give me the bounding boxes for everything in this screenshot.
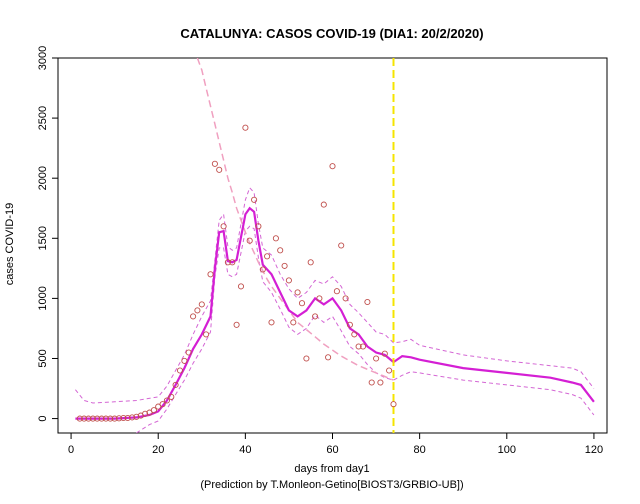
- y-tick-label: 500: [37, 349, 49, 367]
- data-point: [312, 313, 319, 320]
- data-point: [224, 259, 231, 266]
- data-point: [89, 415, 96, 422]
- data-point: [390, 401, 397, 408]
- y-tick-label: 0: [37, 416, 49, 422]
- data-point: [124, 414, 131, 422]
- data-point: [98, 415, 105, 422]
- x-tick-label: 80: [414, 444, 426, 456]
- data-point: [133, 413, 140, 420]
- x-tick-label: 40: [239, 444, 251, 456]
- data-point: [346, 321, 353, 328]
- data-point: [120, 414, 127, 422]
- data-point: [359, 343, 367, 350]
- fitted-line: [75, 206, 595, 420]
- data-point: [76, 415, 83, 422]
- data-point: [107, 415, 114, 422]
- data-point: [172, 381, 179, 388]
- data-point: [220, 223, 227, 230]
- data-layer: [75, 58, 595, 433]
- data-point: [268, 319, 275, 326]
- data-point: [194, 307, 201, 314]
- data-point: [285, 277, 292, 284]
- x-axis-sublabel: (Prediction by T.Monleon-Getino[BIOST3/G…: [200, 479, 463, 491]
- data-point: [251, 196, 258, 203]
- y-tick-label: 1500: [37, 226, 49, 250]
- data-point: [168, 393, 175, 400]
- data-point: [342, 295, 349, 302]
- data-point: [85, 415, 92, 422]
- data-point: [94, 415, 101, 422]
- data-point: [203, 331, 210, 338]
- y-tick-label: 2000: [37, 166, 49, 190]
- data-point: [142, 410, 149, 417]
- data-point: [381, 350, 388, 357]
- data-point: [333, 288, 340, 295]
- data-point: [264, 253, 271, 260]
- lower-band-line: [136, 225, 595, 433]
- data-point: [259, 266, 266, 273]
- data-point: [368, 379, 375, 386]
- data-point: [320, 201, 327, 208]
- x-tick-label: 100: [498, 444, 516, 456]
- data-point: [316, 295, 323, 302]
- data-point: [373, 355, 380, 362]
- data-point: [281, 262, 288, 269]
- plot-frame: [57, 57, 608, 434]
- x-axis-label: days from day1: [294, 463, 369, 475]
- data-point: [351, 331, 358, 338]
- data-point: [355, 343, 362, 350]
- data-point: [150, 407, 157, 414]
- y-tick-label: 3000: [37, 46, 49, 70]
- plot-area: 0 20 40 60 80 100 120 0 500 1000 1500 2000 2500 3000: [37, 46, 608, 456]
- data-point: [216, 166, 223, 173]
- y-tick-label: 2500: [37, 106, 49, 130]
- data-point: [176, 367, 184, 374]
- data-point: [246, 237, 253, 244]
- x-tick-label: 0: [68, 444, 74, 456]
- data-point: [307, 259, 314, 266]
- y-axis-label: cases COVID-19: [4, 203, 16, 286]
- data-point: [237, 283, 245, 290]
- data-point: [277, 247, 284, 254]
- data-point: [185, 349, 192, 356]
- data-point: [102, 415, 109, 422]
- data-point: [181, 357, 188, 364]
- data-point: [298, 300, 306, 307]
- data-point: [81, 415, 88, 422]
- data-point: [190, 313, 197, 320]
- y-tick-label: 1000: [37, 286, 49, 310]
- data-point: [111, 415, 118, 422]
- data-point: [386, 367, 393, 374]
- x-tick-label: 60: [326, 444, 338, 456]
- data-point: [338, 242, 345, 249]
- data-point: [272, 235, 279, 242]
- data-point: [294, 289, 301, 296]
- data-point: [115, 415, 123, 422]
- data-point: [329, 163, 336, 170]
- data-point: [255, 223, 262, 230]
- data-point: [364, 298, 371, 306]
- data-point: [163, 397, 170, 404]
- data-point: [242, 124, 249, 131]
- data-point: [159, 401, 166, 408]
- data-point: [377, 379, 384, 386]
- data-point: [290, 319, 297, 326]
- data-point: [207, 271, 214, 278]
- chart-title: CATALUNYA: CASOS COVID-19 (DIA1: 20/2/20…: [180, 26, 483, 41]
- data-point: [229, 259, 236, 266]
- x-tick-label: 120: [585, 444, 603, 456]
- data-point: [303, 355, 310, 362]
- data-point: [211, 160, 218, 167]
- predicted-curve: [196, 58, 394, 381]
- upper-band-line: [75, 186, 595, 404]
- data-point: [325, 354, 332, 361]
- x-tick-label: 20: [152, 444, 164, 456]
- data-point: [129, 414, 136, 421]
- data-point: [233, 321, 240, 328]
- data-point: [198, 301, 205, 308]
